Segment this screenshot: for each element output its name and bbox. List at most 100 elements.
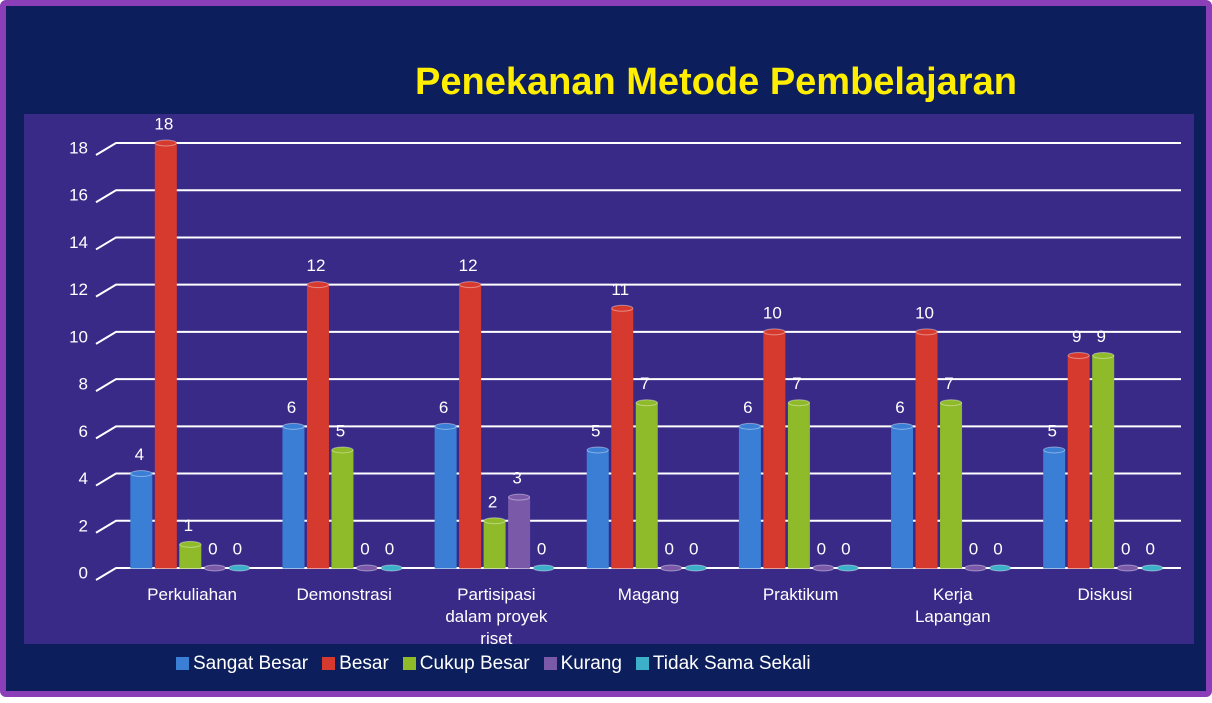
grid-line (95, 189, 1181, 204)
bar-top (635, 399, 658, 407)
data-label: 0 (1121, 539, 1130, 558)
bar (179, 543, 202, 569)
bar-top (154, 139, 177, 147)
bar-top (380, 564, 403, 572)
y-tick-label: 2 (79, 516, 88, 535)
bar (891, 425, 914, 569)
bar-top (836, 564, 859, 572)
bar-top (763, 328, 786, 336)
legend-item: Kurang (543, 653, 622, 675)
bar (282, 425, 305, 569)
bar-top (306, 281, 329, 289)
legend: Sangat Besar Besar Cukup Besar Kurang Tidak … (176, 653, 811, 675)
data-label: 5 (591, 421, 600, 440)
data-label: 7 (640, 374, 649, 393)
bar-top (331, 446, 354, 454)
bar (459, 284, 482, 569)
y-tick-label: 18 (69, 138, 88, 157)
data-label: 0 (841, 539, 850, 558)
bar-top (940, 399, 963, 407)
bar-top (989, 564, 1012, 572)
bar-top (459, 281, 482, 289)
data-label: 0 (817, 539, 826, 558)
data-label: 9 (1096, 327, 1105, 346)
bar (508, 496, 531, 569)
bar-top (738, 422, 761, 430)
x-tick-label: Diskusi (1077, 585, 1133, 604)
legend-label: Besar (339, 653, 389, 674)
chart-title: Penekanan Metode Pembelajaran (415, 61, 1017, 103)
bar (611, 307, 634, 569)
bar (483, 520, 506, 569)
grid-line (95, 283, 1181, 298)
legend-swatch (176, 657, 189, 670)
bar (763, 331, 786, 569)
data-label: 6 (287, 398, 296, 417)
bar (1067, 355, 1090, 569)
x-tick-label: Demonstrasi (296, 585, 392, 604)
bar (1092, 355, 1115, 569)
bar (915, 331, 938, 569)
legend-label: Cukup Besar (419, 653, 530, 674)
bar (586, 449, 609, 569)
bar-top (787, 399, 810, 407)
data-label: 9 (1072, 327, 1081, 346)
x-tick-label: Kerja Lapangan (914, 585, 991, 626)
bar-top (179, 540, 202, 548)
data-label: 5 (336, 421, 345, 440)
bar-top (1141, 564, 1164, 572)
bar (154, 142, 177, 569)
x-tick-label: Magang (617, 585, 680, 604)
legend-item: Besar (322, 653, 389, 675)
data-label: 12 (307, 256, 326, 275)
data-label: 0 (385, 539, 394, 558)
bar-top (1092, 352, 1115, 359)
bar-top (891, 422, 914, 430)
legend-item: Cukup Besar (402, 653, 530, 675)
data-label: 3 (512, 469, 521, 488)
grid-line (95, 519, 1181, 534)
bar (787, 402, 810, 569)
bar-top (483, 517, 506, 525)
data-label: 0 (1145, 539, 1154, 558)
y-tick-label: 16 (69, 186, 88, 205)
bar-top (812, 564, 835, 572)
x-tick-label: Perkuliahan (147, 585, 237, 604)
grid-line (95, 378, 1181, 392)
data-label: 11 (611, 280, 629, 299)
grid-line (95, 330, 1181, 345)
bar-top (964, 564, 987, 572)
legend-swatch (322, 657, 336, 670)
data-label: 5 (1047, 421, 1056, 440)
data-label: 4 (135, 445, 144, 464)
legend-swatch (543, 657, 557, 670)
bar (306, 284, 329, 569)
bar-top (434, 422, 457, 430)
data-label: 7 (944, 374, 953, 393)
data-label: 6 (439, 398, 448, 417)
y-tick-label: 14 (69, 233, 88, 252)
data-label: 18 (154, 114, 173, 133)
bar-top (1067, 352, 1090, 359)
data-label: 1 (184, 516, 193, 535)
data-label: 0 (689, 539, 698, 558)
data-label: 7 (792, 374, 801, 393)
y-tick-label: 6 (79, 422, 88, 441)
x-tick-label: Praktikum (762, 585, 839, 604)
bar (130, 473, 153, 569)
bar-top (1043, 446, 1066, 454)
bar (1043, 449, 1066, 569)
bar (331, 449, 354, 569)
grid-line (95, 425, 1181, 440)
bar (434, 425, 457, 569)
data-label: 0 (233, 539, 242, 558)
y-tick-label: 10 (69, 327, 88, 346)
bar-top (611, 304, 634, 312)
y-tick-label: 8 (79, 375, 88, 394)
bar (738, 425, 761, 569)
bar-top (203, 564, 226, 572)
y-tick-label: 4 (79, 469, 88, 488)
bar-top (355, 564, 378, 572)
data-label: 0 (665, 539, 674, 558)
